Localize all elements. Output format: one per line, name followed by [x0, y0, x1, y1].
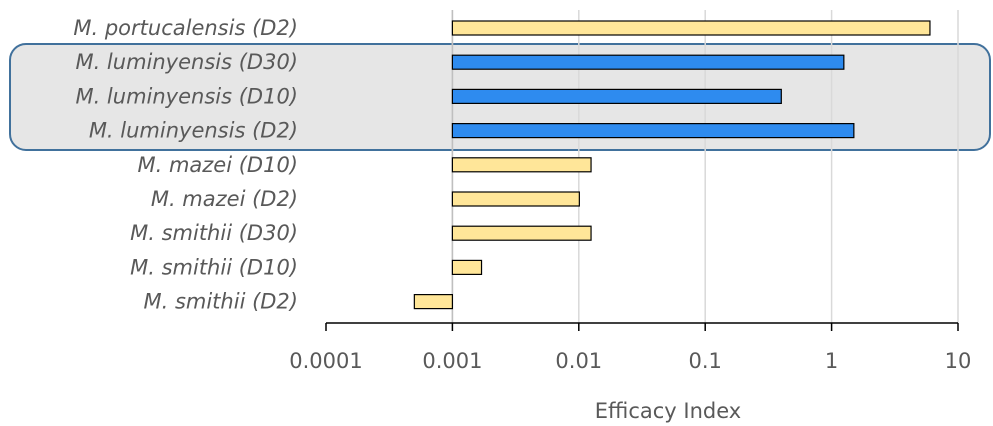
category-label: M. luminyensis (D10)	[75, 84, 298, 108]
bar	[451, 88, 782, 105]
category-label: M. luminyensis (D30)	[75, 50, 298, 74]
bar	[451, 54, 845, 70]
bars	[413, 20, 931, 310]
bar	[451, 191, 580, 207]
x-tick-label: 0.001	[422, 349, 482, 373]
x-tick-label: 0.0001	[289, 349, 362, 373]
category-label: M. portucalensis (D2)	[73, 16, 298, 40]
category-label: M. smithii (D30)	[130, 221, 298, 245]
category-label: M. mazei (D2)	[151, 187, 298, 211]
x-axis-title: Efficacy Index	[595, 399, 741, 423]
x-axis-ticks: 0.0001 0.001 0.01 0.1 1 10	[289, 323, 971, 373]
category-label: M. luminyensis (D2)	[89, 119, 298, 143]
category-label: M. smithii (D2)	[143, 290, 298, 314]
category-label: M. smithii (D10)	[130, 255, 298, 279]
x-tick-label: 0.1	[688, 349, 721, 373]
x-tick-label: 0.01	[555, 349, 602, 373]
category-labels: M. portucalensis (D2) M. luminyensis (D30…	[73, 16, 298, 314]
x-tick-label: 1	[825, 349, 838, 373]
x-tick-label: 10	[945, 349, 972, 373]
category-label: M. mazei (D10)	[137, 153, 298, 177]
bar	[451, 20, 931, 36]
bar	[451, 225, 592, 241]
bar	[413, 294, 454, 310]
bar	[451, 157, 592, 173]
bar	[451, 259, 483, 275]
bar	[451, 122, 855, 139]
